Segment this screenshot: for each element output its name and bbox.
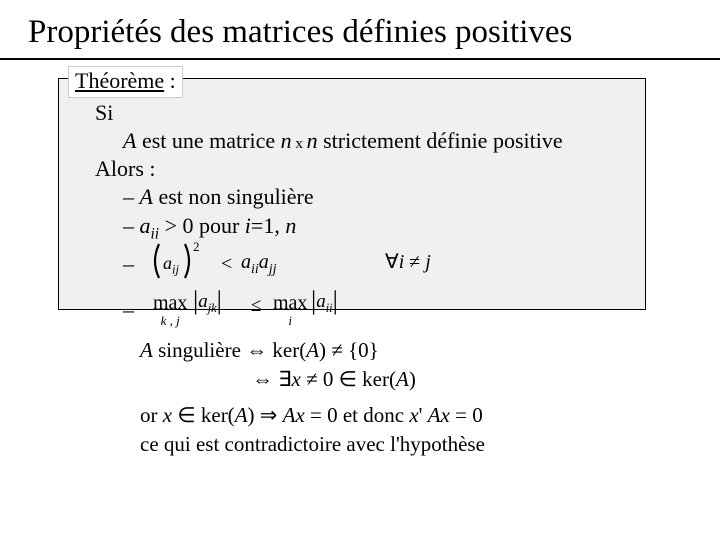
bullet-dash: – (123, 250, 134, 278)
proof-line-1: A singulière ⇔ ker(A) ≠ {0} (140, 336, 660, 365)
proof-line-3: or x ∈ ker(A) ⇒ Ax = 0 et donc x' Ax = 0 (140, 401, 660, 430)
exponent-2: 2 (193, 239, 200, 256)
theorem-bullet-3: – aij 2 < aiiajj ∀i ≠ j (75, 244, 635, 282)
theorem-bullet-4: – max k , j |ajk| ≤ max i |aii| (75, 284, 635, 326)
max-kj: max k , j (153, 288, 187, 330)
theorem-alors: Alors : (75, 155, 635, 183)
slide-title: Propriétés des matrices définies positiv… (28, 14, 700, 51)
theorem-body: Si A est une matrice n x n strictement d… (75, 99, 635, 326)
aii-ajj: aiiajj (241, 250, 277, 279)
abs-aii: |aii| (311, 284, 338, 319)
proof-block: A singulière ⇔ ker(A) ≠ {0} ⇔ ∃x ≠ 0 ∈ k… (140, 336, 660, 460)
proof-line-4: ce qui est contradictoire avec l'hypothè… (140, 430, 660, 459)
leq: ≤ (251, 294, 261, 318)
max-i: max i (273, 288, 307, 330)
abs-ajk: |ajk| (193, 284, 222, 319)
paren-aij-squared: aij 2 (149, 242, 195, 280)
title-underline (0, 58, 720, 60)
var-n2: n (307, 128, 318, 153)
theorem-bullet-2: – aii > 0 pour i=1, n (75, 212, 635, 244)
theorem-label: Théorème : (68, 66, 183, 98)
theorem-box: Si A est une matrice n x n strictement d… (58, 78, 646, 310)
less-than: < (221, 252, 232, 278)
theorem-hypothesis: A est une matrice n x n strictement défi… (75, 127, 635, 155)
theorem-bullet-1: – A est non singulière (75, 183, 635, 211)
bullet-dash-2: – (123, 296, 134, 324)
proof-line-2: ⇔ ∃x ≠ 0 ∈ ker(A) (140, 365, 660, 394)
var-aij: aij (163, 252, 179, 278)
slide-page: { "title": "Propriétés des matrices défi… (0, 0, 720, 540)
theorem-si: Si (75, 99, 635, 127)
var-A: A (123, 128, 136, 153)
var-n1: n (281, 128, 292, 153)
forall-i-neq-j: ∀i ≠ j (385, 250, 431, 276)
